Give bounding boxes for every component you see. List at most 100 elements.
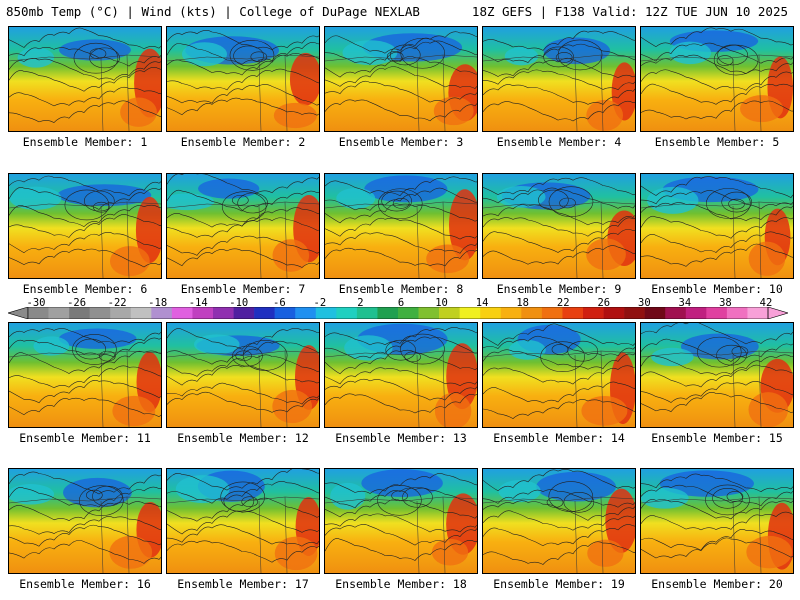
- colorbar-swatch: [480, 307, 502, 319]
- ensemble-member-caption: Ensemble Member: 20: [651, 577, 783, 591]
- colorbar-swatch: [28, 307, 49, 319]
- low-pressure-contour: [728, 198, 745, 210]
- height-contour: [9, 337, 161, 358]
- colorbar-swatch: [685, 307, 707, 319]
- colorbar-swatch: [356, 307, 378, 319]
- political-borders: [641, 350, 793, 427]
- low-pressure-contour: [706, 188, 751, 219]
- low-pressure-contour: [235, 350, 253, 362]
- colorbar-swatch: [644, 307, 666, 319]
- height-contour: [483, 469, 635, 492]
- colorbar-min-arrow: [8, 307, 29, 319]
- warm-air-region: [739, 95, 784, 123]
- height-contour: [9, 248, 161, 268]
- cool-air-region: [669, 41, 712, 65]
- warm-air-region: [433, 96, 474, 126]
- height-contour: [9, 501, 161, 522]
- ensemble-member-map: [324, 322, 478, 428]
- warm-air-region: [112, 395, 156, 427]
- cold-air-region: [536, 471, 616, 502]
- chart-title: 850mb Temp (°C) | Wind (kts) | College o…: [6, 4, 420, 19]
- warm-air-region: [581, 395, 628, 426]
- ensemble-member-caption: Ensemble Member: 7: [180, 282, 306, 296]
- cool-air-region: [646, 186, 699, 214]
- political-borders: [167, 201, 319, 278]
- cold-air-region: [58, 328, 137, 349]
- height-contour: [9, 204, 161, 227]
- ensemble-member-map: [324, 26, 478, 132]
- colorbar-swatch: [233, 307, 255, 319]
- height-contour: [9, 379, 161, 404]
- height-contour: [9, 58, 161, 81]
- height-contour: [9, 187, 161, 210]
- ensemble-member-caption: Ensemble Member: 17: [177, 577, 309, 591]
- ensemble-member-map: [640, 173, 794, 279]
- ensemble-member-caption: Ensemble Member: 13: [335, 431, 467, 445]
- warm-air-region: [431, 538, 469, 566]
- cold-air-region: [198, 178, 260, 199]
- low-pressure-contour: [400, 333, 445, 365]
- colorbar-swatch: [110, 307, 132, 319]
- height-contour: [325, 336, 477, 360]
- height-contour: [167, 207, 319, 228]
- ensemble-member-map: [482, 322, 636, 428]
- height-contour: [483, 349, 635, 370]
- hot-air-region: [605, 488, 635, 553]
- low-pressure-contour: [559, 197, 576, 209]
- colorbar-tick-label: -10: [229, 297, 249, 309]
- ensemble-member-caption: Ensemble Member: 3: [338, 135, 464, 149]
- height-contour: [641, 215, 793, 239]
- height-contour: [483, 57, 635, 79]
- height-contour: [641, 511, 793, 531]
- colorbar-swatch: [418, 307, 440, 319]
- ensemble-member-caption: Ensemble Member: 19: [493, 577, 625, 591]
- political-borders: [325, 496, 477, 573]
- height-contour: [9, 524, 161, 547]
- colorbar-swatch: [583, 307, 604, 319]
- political-borders: [325, 54, 477, 131]
- ensemble-member-map: [640, 322, 794, 428]
- colorbar-tick-label: 22: [556, 297, 570, 309]
- ensemble-member-map: [8, 173, 162, 279]
- height-contour: [641, 392, 793, 413]
- height-contour: [641, 473, 793, 493]
- colorbar-tick-label: 26: [597, 297, 611, 309]
- warm-air-region: [434, 392, 472, 427]
- political-borders: [9, 350, 161, 427]
- warm-air-region: [274, 536, 318, 571]
- cool-air-region: [641, 487, 689, 509]
- height-contour: [167, 480, 319, 504]
- ensemble-member-caption: Ensemble Member: 6: [22, 282, 148, 296]
- low-pressure-contour: [84, 190, 115, 212]
- colorbar-swatch: [726, 307, 748, 319]
- ensemble-member-caption: Ensemble Member: 2: [180, 135, 306, 149]
- height-contour: [325, 187, 477, 211]
- low-pressure-contour: [389, 44, 421, 66]
- ensemble-member-map: [166, 322, 320, 428]
- height-contour: [325, 498, 477, 519]
- height-contour: [9, 365, 161, 389]
- height-contour: [325, 349, 477, 375]
- colorbar-tick-label: -22: [107, 297, 127, 309]
- political-borders: [9, 201, 161, 278]
- warm-air-region: [273, 102, 317, 129]
- colorbar-tick-label: -18: [148, 297, 168, 309]
- height-contour: [167, 174, 319, 194]
- height-contour: [483, 187, 635, 209]
- low-pressure-contour: [716, 344, 747, 366]
- height-contour: [641, 231, 793, 253]
- height-contour: [483, 43, 635, 63]
- height-contour: [641, 529, 793, 551]
- low-pressure-contour: [86, 489, 103, 501]
- warm-air-region: [748, 392, 789, 427]
- ensemble-member-map: [482, 468, 636, 574]
- height-contour: [483, 245, 635, 265]
- political-borders: [483, 496, 635, 573]
- low-pressure-contour: [223, 490, 255, 512]
- colorbar-tick-label: 2: [357, 297, 364, 309]
- cool-air-region: [33, 336, 70, 356]
- political-borders: [641, 496, 793, 573]
- cool-air-region: [330, 482, 366, 510]
- warm-air-region: [748, 241, 786, 276]
- height-contour: [641, 42, 793, 64]
